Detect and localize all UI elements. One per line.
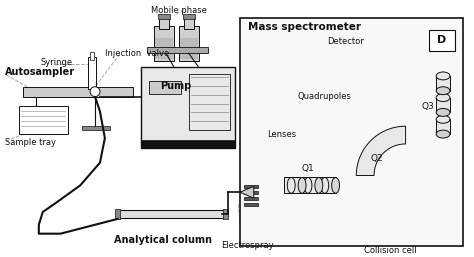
Bar <box>23 87 134 97</box>
Text: Syringe: Syringe <box>41 58 73 67</box>
Bar <box>149 81 181 94</box>
Polygon shape <box>356 126 406 176</box>
Bar <box>436 98 450 112</box>
Ellipse shape <box>436 115 450 123</box>
Bar <box>284 178 302 193</box>
Ellipse shape <box>287 178 295 193</box>
Bar <box>179 26 199 61</box>
Bar <box>154 26 174 61</box>
Text: Q3: Q3 <box>421 102 434 111</box>
Bar <box>436 76 450 91</box>
Ellipse shape <box>436 94 450 102</box>
Bar <box>240 18 463 246</box>
Text: Electrospray: Electrospray <box>221 241 274 250</box>
Bar <box>141 67 235 148</box>
Bar <box>180 39 198 59</box>
Ellipse shape <box>436 87 450 95</box>
Bar <box>159 17 169 29</box>
Bar <box>189 74 230 130</box>
Bar <box>244 191 258 194</box>
Ellipse shape <box>321 178 328 193</box>
Bar <box>147 47 209 53</box>
Bar <box>118 210 224 218</box>
Bar <box>184 17 193 29</box>
Bar <box>19 106 68 134</box>
Ellipse shape <box>436 130 450 138</box>
Bar <box>141 140 235 148</box>
Text: Quadrupoles: Quadrupoles <box>297 92 351 101</box>
Text: Collision cell: Collision cell <box>364 246 416 255</box>
Text: Q2: Q2 <box>370 154 383 163</box>
Bar <box>23 126 51 130</box>
Text: Q1: Q1 <box>301 164 314 173</box>
Bar <box>90 52 94 60</box>
Bar <box>436 119 450 134</box>
Text: Pump: Pump <box>160 81 191 91</box>
Bar <box>82 126 110 130</box>
Text: D: D <box>438 35 447 45</box>
Text: Detector: Detector <box>327 38 364 47</box>
Bar <box>155 39 173 59</box>
Ellipse shape <box>298 178 306 193</box>
Text: Lenses: Lenses <box>267 130 297 139</box>
Text: Mobile phase: Mobile phase <box>151 6 207 15</box>
Ellipse shape <box>436 108 450 116</box>
Bar <box>88 57 96 89</box>
Bar <box>244 203 258 206</box>
Polygon shape <box>240 186 254 198</box>
Ellipse shape <box>436 72 450 80</box>
Bar <box>244 185 258 188</box>
Text: Injection  valve: Injection valve <box>105 49 169 58</box>
Bar <box>301 178 319 193</box>
Bar <box>318 178 336 193</box>
Ellipse shape <box>304 178 312 193</box>
Circle shape <box>90 87 100 97</box>
Bar <box>244 197 258 200</box>
Text: Analytical column: Analytical column <box>114 235 212 245</box>
Bar <box>223 209 228 219</box>
Bar <box>158 14 170 19</box>
Ellipse shape <box>315 178 323 193</box>
Bar <box>429 30 455 51</box>
Text: Mass spectrometer: Mass spectrometer <box>248 22 361 32</box>
Bar <box>115 209 119 219</box>
Text: Autosampler: Autosampler <box>5 67 75 77</box>
Text: Sample tray: Sample tray <box>5 138 56 147</box>
Ellipse shape <box>332 178 339 193</box>
Bar <box>183 14 195 19</box>
